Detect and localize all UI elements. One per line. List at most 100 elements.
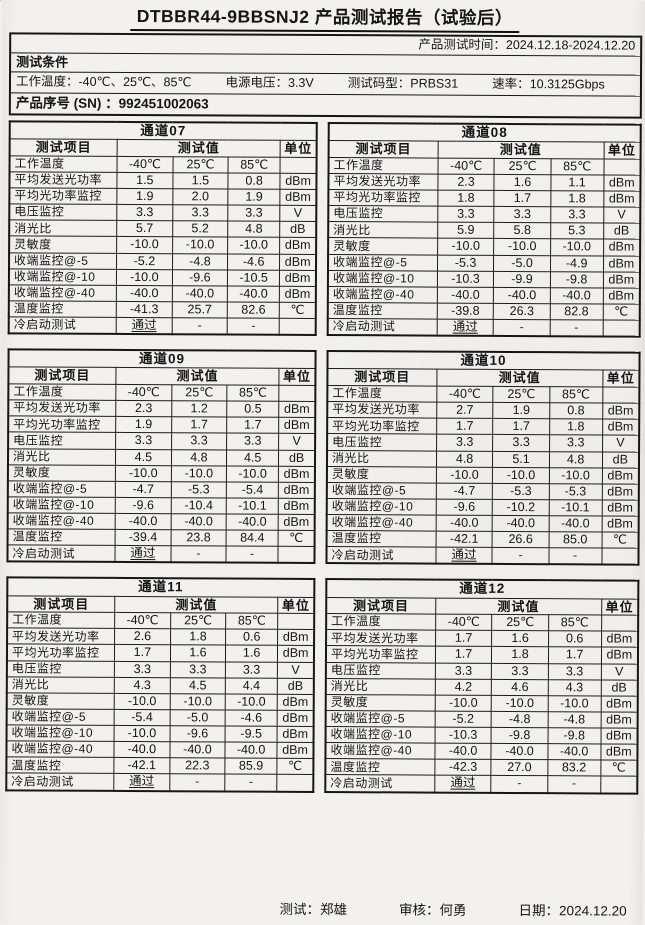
- table-row: 收端监控@-10 -9.6 -10.2 -10.1 dBm: [326, 498, 639, 517]
- row-label: 收端监控@-10: [6, 724, 115, 742]
- cell-value: -10.0: [494, 238, 551, 256]
- cell-unit: dBm: [277, 645, 315, 663]
- cell-value: 0.6: [548, 630, 602, 648]
- col-header-item: 测试项目: [328, 140, 438, 158]
- table-row: 消光比 5.7 5.2 4.8 dB: [9, 220, 317, 238]
- row-label: 收端监控@-40: [325, 742, 435, 760]
- row-label: 收端监控@-5: [9, 252, 117, 270]
- cell-value: 4.5: [170, 677, 226, 694]
- temp-value: 25℃: [493, 386, 550, 403]
- col-header-item: 测试项目: [327, 368, 437, 387]
- row-label: 收端监控@-10: [7, 496, 116, 514]
- cell-value: -: [549, 319, 603, 337]
- table-row: 收端监控@-40 -40.0 -40.0 -40.0 dBm: [326, 514, 639, 533]
- cell-value: -: [493, 319, 550, 337]
- cell-unit: dBm: [277, 694, 314, 711]
- temp-value: 85℃: [225, 613, 278, 630]
- cell-value: -: [491, 775, 548, 793]
- condition-label: 工作温度：: [15, 74, 79, 89]
- channel-table: 通道11 测试项目 测试值 单位 工作温度 -40℃ 25℃ 85℃ 平均发送光…: [5, 576, 316, 793]
- cell-value: -: [170, 545, 227, 563]
- row-label-work-temp: 工作温度: [328, 157, 438, 175]
- cell-value: -10.3: [437, 270, 494, 288]
- cell-value: -9.6: [435, 498, 493, 516]
- temp-value: 85℃: [226, 384, 280, 402]
- row-label: 平均发送光功率: [327, 401, 437, 419]
- cell-value: -: [547, 776, 601, 794]
- cell-value: 1.8: [170, 629, 226, 646]
- cell-value: -4.6: [227, 253, 280, 270]
- cell-value: -9.6: [172, 269, 228, 286]
- row-label-work-temp: 工作温度: [7, 612, 115, 629]
- table-row: 平均发送光功率 2.3 1.2 0.5 dBm: [8, 399, 316, 418]
- table-row: 消光比 4.5 4.8 4.5 dB: [7, 448, 316, 467]
- col-header-value: 测试值: [437, 141, 604, 159]
- cell-unit: dBm: [601, 483, 639, 501]
- temp-value: -40℃: [435, 614, 493, 631]
- col-header-item: 测试项目: [8, 367, 116, 385]
- row-label: 冷启动测试: [6, 773, 114, 791]
- row-label: 收端监控@-10: [326, 498, 436, 516]
- row-label: 收端监控@-5: [325, 710, 435, 728]
- table-row: 收端监控@-5 -5.4 -5.0 -4.6 dBm: [6, 708, 314, 727]
- row-label: 灵敏度: [328, 237, 438, 255]
- cell-value: -10.0: [492, 467, 550, 484]
- table-row: 温度监控 -42.1 26.6 85.0 ℃: [326, 530, 639, 549]
- col-header-unit: 单位: [277, 596, 315, 614]
- condition-value: 10.3125Gbps: [529, 77, 605, 92]
- table-row: 平均发送光功率 2.7 1.9 0.8 dBm: [327, 401, 640, 420]
- cell-value: -: [171, 317, 228, 335]
- row-label: 收端监控@-40: [326, 514, 436, 532]
- cell-value: 2.3: [115, 400, 172, 417]
- cell-unit: dBm: [600, 711, 638, 729]
- row-label: 消光比: [7, 448, 116, 466]
- cell-value: -10.0: [227, 237, 280, 254]
- cell-value: -4.8: [172, 253, 228, 270]
- cell-value: 1.6: [492, 630, 549, 648]
- channel-title-row: 通道07: [9, 121, 317, 141]
- table-row: 灵敏度 -10.0 -10.0 -10.0 dBm: [7, 464, 315, 483]
- table-row: 消光比 5.9 5.8 5.3 dB: [328, 221, 641, 240]
- column-header-row: 测试项目 测试值 单位: [326, 597, 639, 616]
- cell-unit: [279, 318, 316, 336]
- table-row: 温度监控 -42.1 22.3 85.9 ℃: [6, 757, 314, 775]
- column-header-row: 测试项目 测试值 单位: [9, 139, 317, 158]
- row-label: 消光比: [326, 450, 437, 467]
- table-row: 平均光功率监控 1.9 2.0 1.9 dBm: [9, 187, 317, 206]
- cell-value: 1.8: [550, 190, 604, 208]
- table-row: 电压监控 3.3 3.3 3.3 V: [328, 205, 641, 224]
- col-header-unit: 单位: [602, 370, 640, 388]
- cell-value: -4.8: [547, 711, 601, 729]
- cell-unit: dB: [279, 221, 317, 238]
- column-header-row: 测试项目 测试值 单位: [328, 140, 641, 159]
- table-row: 冷启动测试 通过 - -: [6, 773, 314, 792]
- cell-value: -9.8: [550, 271, 604, 288]
- row-label: 平均发送光功率: [326, 629, 436, 647]
- temp-value: -40℃: [114, 612, 171, 630]
- column-header-row: 测试项目 测试值 单位: [8, 367, 316, 386]
- table-row: 平均光功率监控 1.7 1.7 1.8 dBm: [327, 417, 640, 436]
- test-time-value: 2024.12.18-2024.12.20: [505, 37, 636, 53]
- table-row: 电压监控 3.3 3.3 3.3 V: [327, 433, 640, 452]
- cell-unit: dBm: [278, 498, 315, 515]
- row-label: 消光比: [325, 678, 436, 695]
- channel-title: 通道08: [328, 123, 641, 143]
- test-time-label: 产品测试时间：: [418, 37, 506, 52]
- cell-unit: dBm: [278, 514, 315, 531]
- row-label: 平均发送光功率: [9, 171, 117, 189]
- table-row: 电压监控 3.3 3.3 3.3 V: [9, 204, 317, 222]
- reviewer-value: 何勇: [439, 902, 467, 918]
- temp-value: 25℃: [172, 156, 229, 173]
- row-label: 消光比: [9, 220, 117, 237]
- cell-value: 1.8: [437, 190, 495, 207]
- table-row: 平均发送光功率 1.5 1.5 0.8 dBm: [9, 171, 317, 190]
- condition-value: -40℃、25℃、85℃: [78, 74, 192, 90]
- row-label: 电压监控: [327, 433, 437, 451]
- cell-value: -5.2: [434, 711, 492, 728]
- table-row: 平均发送光功率 1.7 1.6 0.6 dBm: [326, 629, 639, 648]
- cell-value: 1.6: [225, 645, 278, 662]
- cell-value: 4.2: [434, 678, 492, 696]
- row-label: 电压监控: [9, 204, 117, 221]
- cell-value: 0.5: [226, 401, 280, 418]
